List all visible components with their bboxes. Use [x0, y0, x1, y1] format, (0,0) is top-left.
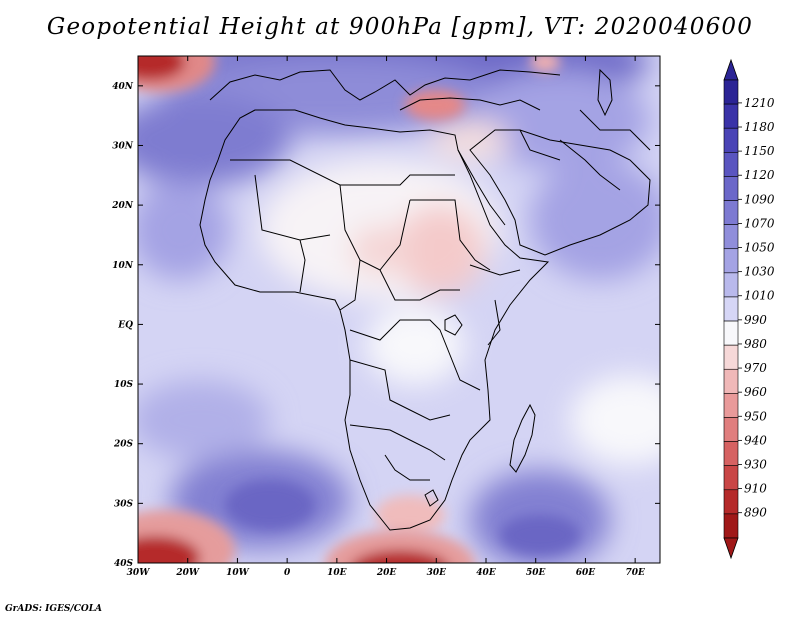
lat-tick-label: 10N [112, 261, 134, 271]
lat-tick-label: 20N [111, 201, 134, 211]
lat-tick-label: 30N [112, 141, 134, 151]
coastlines [199, 68, 651, 531]
colorbar-segment [723, 368, 739, 394]
longitude-axis: 30W 20W 10W 0 10E 20E 30E 40E 50E 60E 70E [127, 56, 645, 578]
map-title: Geopotential Height at 900hPa [gpm], VT:… [46, 14, 754, 40]
colorbar: 1210 1180 1150 1120 1090 1070 1050 1030 1010 990 9… [723, 58, 775, 560]
colorbar-label: 960 [744, 385, 767, 399]
lat-tick-label: 40N [112, 82, 134, 92]
colorbar-segment [723, 248, 739, 274]
lat-tick-label: 40S [114, 559, 134, 569]
colorbar-segment [723, 441, 739, 466]
colorbar-segment [723, 417, 739, 442]
colorbar-segment [723, 320, 739, 346]
colorbar-label: 1070 [744, 216, 775, 230]
colorbar-segment [723, 489, 739, 515]
colorbar-label: 1180 [744, 120, 775, 134]
lon-tick-label: 20W [175, 568, 200, 578]
colorbar-segment [723, 200, 739, 225]
colorbar-low-arrow [723, 537, 739, 560]
geopotential-field [138, 56, 660, 563]
lon-tick-label: 50E [526, 568, 546, 578]
map-frame [137, 55, 661, 564]
colorbar-label: 1150 [744, 144, 775, 158]
lon-tick-label: 60E [576, 568, 596, 578]
lon-tick-label: 40E [476, 568, 496, 578]
lat-tick-label: 20S [113, 440, 134, 450]
lon-tick-label: 70E [625, 568, 645, 578]
lat-tick-label: 30S [114, 499, 134, 509]
colorbar-segment [723, 513, 739, 539]
lon-tick-label: 30E [427, 568, 447, 578]
colorbar-label: 910 [744, 482, 767, 496]
lon-tick-label: 30W [127, 568, 151, 578]
colorbar-segment [723, 296, 739, 322]
colorbar-segment [723, 152, 739, 177]
colorbar-label: 970 [744, 361, 767, 375]
colorbar-label: 1090 [744, 192, 775, 206]
lon-tick-label: 0 [284, 568, 291, 578]
colorbar-label: 930 [744, 457, 767, 471]
lon-tick-label: 20E [376, 568, 397, 578]
colorbar-label: 990 [744, 313, 767, 327]
lat-tick-label: EQ [117, 320, 133, 330]
colorbar-label: 1050 [744, 241, 775, 255]
colorbar-label: 1210 [744, 96, 775, 110]
colorbar-label: 980 [744, 337, 767, 351]
colorbar-segment [723, 176, 739, 201]
colorbar-segment [723, 224, 739, 250]
colorbar-segment [723, 393, 739, 418]
colorbar-segment [723, 465, 739, 491]
latitude-axis: 40N 30N 20N 10N EQ 10S 20S 30S 40S [111, 82, 660, 569]
colorbar-label: 890 [744, 506, 767, 520]
colorbar-label: 1120 [744, 168, 775, 182]
colorbar-label: 1010 [744, 289, 775, 303]
lon-tick-label: 10W [226, 568, 250, 578]
colorbar-label: 940 [744, 433, 767, 447]
lat-tick-label: 10S [114, 380, 134, 390]
lon-tick-label: 10E [327, 568, 347, 578]
colorbar-segment [723, 103, 739, 129]
colorbar-segment [723, 79, 739, 105]
colorbar-segment [723, 344, 739, 370]
colorbar-segment [723, 272, 739, 298]
colorbar-high-arrow [723, 58, 739, 81]
colorbar-label: 1030 [744, 265, 775, 279]
colorbar-label: 950 [744, 409, 767, 423]
grads-credit: GrADS: IGES/COLA [5, 604, 103, 614]
colorbar-segment [723, 127, 739, 153]
